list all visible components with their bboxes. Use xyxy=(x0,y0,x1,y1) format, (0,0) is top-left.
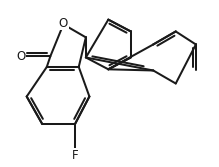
Text: O: O xyxy=(59,17,68,30)
Text: O: O xyxy=(16,50,25,63)
Text: F: F xyxy=(72,149,78,162)
